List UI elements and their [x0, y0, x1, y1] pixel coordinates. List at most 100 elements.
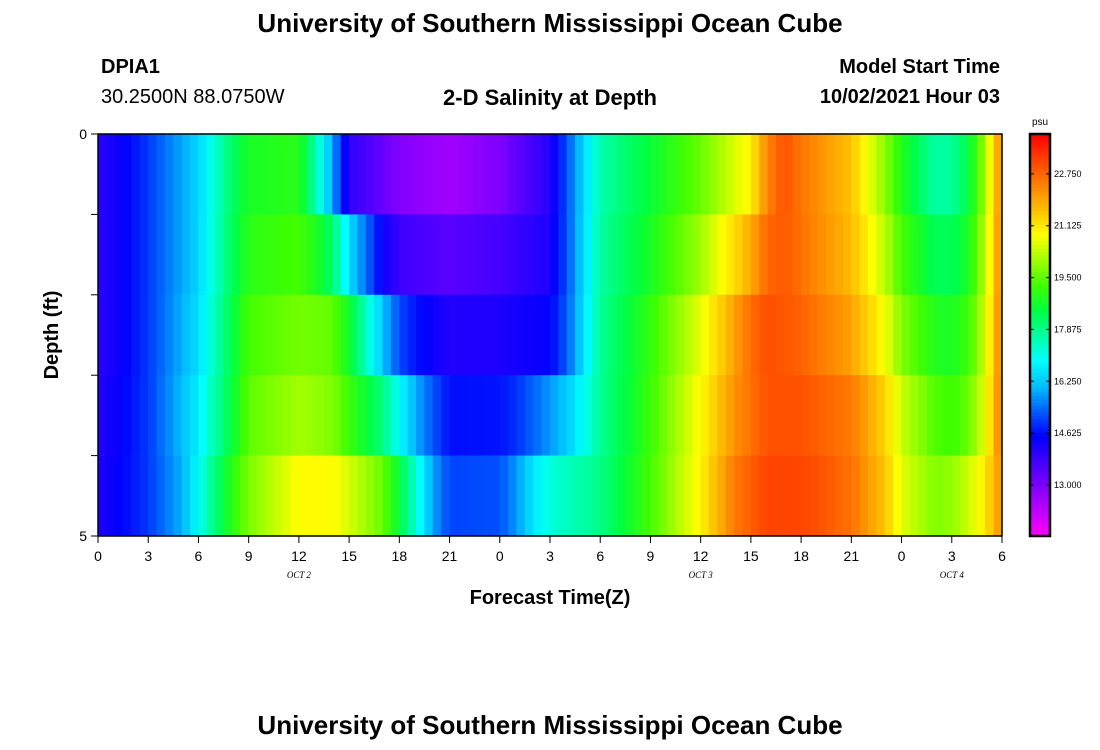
- colorbar-band: [1030, 180, 1050, 185]
- heatmap-cell: [692, 455, 702, 537]
- heatmap-cell: [817, 455, 827, 537]
- colorbar-band: [1030, 385, 1050, 390]
- heatmap-cell: [374, 294, 384, 376]
- heatmap-cell: [164, 375, 174, 456]
- heatmap-cell: [390, 214, 400, 296]
- heatmap-cell: [315, 375, 325, 456]
- heatmap-cell: [717, 455, 727, 537]
- heatmap-cell: [541, 455, 551, 537]
- x-tick-label: 18: [392, 548, 408, 564]
- heatmap-cell: [441, 134, 451, 215]
- heatmap-cell: [474, 134, 484, 215]
- heatmap-cell: [558, 294, 568, 376]
- heatmap-cell: [399, 134, 409, 215]
- colorbar-band: [1030, 335, 1050, 339]
- heatmap-cell: [374, 214, 384, 296]
- heatmap-cell: [591, 214, 601, 296]
- heatmap-cell: [550, 214, 559, 296]
- heatmap-cell: [416, 375, 426, 456]
- heatmap-cell: [734, 455, 744, 537]
- heatmap-cell: [198, 455, 208, 537]
- heatmap-cell: [591, 455, 601, 537]
- heatmap-cell: [734, 134, 744, 215]
- heatmap-cell: [742, 455, 752, 537]
- heatmap-cell: [382, 294, 392, 376]
- heatmap-cell: [591, 294, 601, 376]
- colorbar-band: [1030, 361, 1050, 366]
- heatmap-cell: [976, 134, 986, 215]
- heatmap-cell: [483, 455, 493, 537]
- heatmap-cell: [273, 214, 283, 296]
- colorbar-band: [1030, 278, 1050, 282]
- heatmap-cell: [432, 455, 442, 537]
- x-axis-date-labels: OCT 2 OCT 3 OCT 4: [287, 570, 964, 580]
- colorbar-band: [1030, 201, 1050, 205]
- colorbar-band: [1030, 268, 1050, 272]
- colorbar-band: [1030, 184, 1050, 189]
- heatmap-cell: [215, 134, 225, 215]
- heatmap-cell: [131, 134, 141, 215]
- heatmap-cell: [407, 455, 417, 537]
- heatmap-cell: [290, 214, 300, 296]
- heatmap-cell: [985, 375, 995, 456]
- heatmap-cell: [315, 214, 325, 296]
- heatmap-cell: [826, 294, 836, 376]
- heatmap-cell: [114, 375, 124, 456]
- heatmap-cell: [608, 214, 618, 296]
- heatmap-cell: [759, 294, 769, 376]
- colorbar-band: [1030, 207, 1050, 212]
- heatmap-cell: [215, 214, 225, 296]
- y-tick-label: 0: [79, 126, 87, 142]
- heatmap-cell: [298, 214, 308, 296]
- heatmap-cell: [683, 214, 693, 296]
- heatmap-cell: [407, 375, 417, 456]
- heatmap-cell: [985, 134, 995, 215]
- heatmap-cell: [968, 134, 978, 215]
- heatmap-cell: [499, 214, 509, 296]
- heatmap-cell: [298, 134, 308, 215]
- heatmap-cell: [951, 294, 961, 376]
- colorbar-band: [1030, 391, 1050, 396]
- heatmap-cell: [692, 134, 702, 215]
- colorbar-band: [1030, 237, 1050, 242]
- heatmap-cell: [625, 375, 635, 456]
- heatmap-cell: [390, 294, 400, 376]
- heatmap-cell: [868, 455, 878, 537]
- heatmap-cell: [600, 294, 610, 376]
- colorbar-band: [1030, 365, 1050, 370]
- heatmap-cell: [826, 375, 836, 456]
- heatmap-cell: [960, 455, 970, 537]
- heatmap-cell: [558, 455, 568, 537]
- heatmap-cell: [767, 375, 777, 456]
- heatmap-cell: [583, 214, 593, 296]
- heatmap-cell: [943, 375, 953, 456]
- heatmap-cell: [516, 294, 526, 376]
- heatmap-cell: [801, 294, 811, 376]
- colorbar-band: [1030, 452, 1050, 457]
- heatmap-cell: [390, 455, 400, 537]
- heatmap-cell: [248, 375, 258, 456]
- heatmap-cell: [399, 214, 409, 296]
- heatmap-cell: [106, 455, 116, 537]
- heatmap-cell: [658, 214, 668, 296]
- colorbar-band: [1030, 418, 1050, 423]
- heatmap-cell: [257, 375, 267, 456]
- heatmap-cell: [801, 214, 811, 296]
- heatmap-cell: [667, 134, 677, 215]
- heatmap-cell: [700, 134, 710, 215]
- colorbar-band: [1030, 442, 1050, 447]
- heatmap-cell: [859, 214, 869, 296]
- colorbar-band: [1030, 472, 1050, 477]
- heatmap-cell: [575, 375, 585, 456]
- heatmap-cell: [340, 214, 350, 296]
- heatmap-cell: [148, 455, 158, 537]
- heatmap-cell: [616, 294, 626, 376]
- colorbar-band: [1030, 214, 1050, 219]
- colorbar-band: [1030, 532, 1050, 537]
- heatmap-cell: [683, 134, 693, 215]
- heatmap-cell: [901, 214, 911, 296]
- colorbar-band: [1030, 137, 1050, 142]
- heatmap-cell: [499, 134, 509, 215]
- heatmap-cell: [524, 455, 534, 537]
- colorbar-band: [1030, 388, 1050, 393]
